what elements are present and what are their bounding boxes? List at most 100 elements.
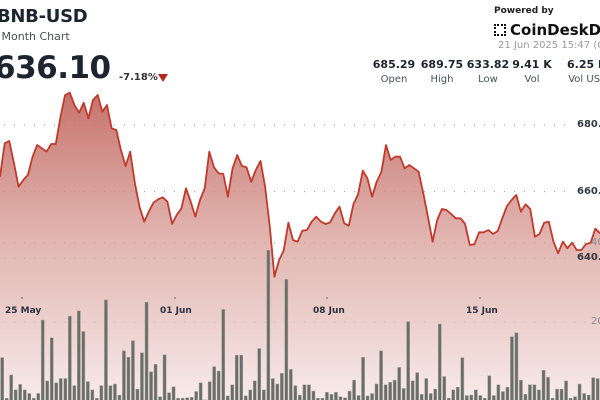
stat-label: Open xyxy=(380,74,408,85)
volume-bar xyxy=(140,352,144,400)
volume-bar xyxy=(27,393,32,400)
volume-bar xyxy=(424,378,429,400)
volume-bar xyxy=(523,394,528,400)
stat-value: 6.25 M xyxy=(567,58,600,71)
volume-bar xyxy=(284,279,289,400)
volume-bar xyxy=(36,393,41,400)
volume-bar xyxy=(370,393,374,400)
volume-bar xyxy=(460,357,465,400)
volume-bar xyxy=(72,385,77,400)
current-price: 636.10 xyxy=(0,50,111,86)
volume-bar xyxy=(555,388,559,400)
volume-bar xyxy=(343,397,347,400)
page-title: BNB-USD xyxy=(0,6,88,27)
x-tick-label: 25 May xyxy=(5,306,42,316)
volume-bar xyxy=(478,395,483,400)
volume-bar xyxy=(280,373,284,400)
volume-bar xyxy=(18,384,22,400)
volume-bar xyxy=(451,389,456,400)
volume-bar xyxy=(302,384,307,400)
volume-bar xyxy=(185,397,189,400)
volume-bar xyxy=(437,323,442,400)
volume-bar xyxy=(577,383,582,400)
triangle-down-icon xyxy=(158,74,168,82)
volume-bar xyxy=(532,384,537,400)
volume-bar xyxy=(289,369,293,400)
volume-bar xyxy=(207,381,212,400)
volume-bar xyxy=(365,395,370,400)
volume-bar xyxy=(198,382,203,400)
volume-bar xyxy=(325,392,329,400)
volume-bar xyxy=(194,391,198,400)
stat-label: High xyxy=(430,74,454,85)
volume-bar xyxy=(329,394,334,400)
price-tick-label: 680.0 xyxy=(577,119,600,130)
volume-bar xyxy=(135,388,140,400)
volume-bar xyxy=(212,366,216,400)
volume-bar xyxy=(388,382,392,400)
stat-value: 685.29 xyxy=(372,58,416,71)
volume-bar xyxy=(40,319,45,400)
volume-bar xyxy=(0,357,4,400)
logo-mark-icon xyxy=(494,24,506,36)
price-tick-label: 640.0 xyxy=(577,252,600,263)
volume-bar xyxy=(189,397,194,400)
volume-bar xyxy=(252,380,257,400)
volume-bar xyxy=(262,389,266,400)
volume-bar xyxy=(379,350,383,400)
volume-bar xyxy=(586,394,591,400)
volume-bar xyxy=(9,374,13,400)
volume-bar xyxy=(307,384,311,400)
volume-bar xyxy=(54,382,59,400)
volume-bar xyxy=(234,354,239,400)
volume-bar xyxy=(356,395,361,400)
x-tick-label: 15 Jun xyxy=(466,306,498,316)
volume-bar xyxy=(428,393,433,400)
volume-bar xyxy=(149,371,153,400)
x-tick-label: 08 Jun xyxy=(313,306,345,316)
volume-bar xyxy=(415,372,419,400)
volume-bar xyxy=(239,354,244,400)
logo-text: CoinDeskData xyxy=(510,21,600,39)
volume-bar xyxy=(293,385,298,400)
volume-bar xyxy=(158,396,162,400)
volume-tick-label: 40 xyxy=(591,237,600,248)
volume-bar xyxy=(514,332,519,400)
volume-bar xyxy=(595,378,600,400)
x-ticks xyxy=(21,297,481,299)
volume-bar xyxy=(108,385,113,400)
volume-bar xyxy=(442,376,447,400)
volume-bar xyxy=(492,395,496,400)
volume-bar xyxy=(257,348,262,400)
volume-bar xyxy=(591,377,595,400)
volume-bar xyxy=(383,384,388,400)
volume-bar xyxy=(230,384,235,400)
price-tick-label: 660.0 xyxy=(577,186,600,197)
stat-value: 633.82 xyxy=(466,58,510,71)
stat-vol: 9.41 K Vol xyxy=(502,58,562,85)
volume-bar xyxy=(347,390,352,400)
volume-bar xyxy=(216,370,221,400)
volume-bar xyxy=(465,395,469,400)
volume-bar xyxy=(528,384,532,400)
volume-bar xyxy=(505,386,510,400)
stat-low: 633.82 Low xyxy=(458,58,518,85)
volume-bar xyxy=(487,375,492,400)
volume-bar xyxy=(455,386,460,400)
volume-bar xyxy=(266,249,271,400)
volume-bar xyxy=(419,394,424,400)
volume-bar xyxy=(546,377,550,400)
volume-bar xyxy=(86,381,90,400)
volume-bar xyxy=(122,350,126,400)
volume-tick-label: 20 xyxy=(591,316,600,327)
volume-bar xyxy=(81,331,86,400)
price-line xyxy=(0,91,600,278)
volume-bar xyxy=(58,378,63,400)
volume-bar xyxy=(334,392,338,400)
stat-label: Vol xyxy=(524,74,540,85)
volume-bar xyxy=(298,394,302,400)
volume-bar xyxy=(144,302,149,400)
volume-bar xyxy=(564,380,568,400)
volume-bar xyxy=(469,394,474,400)
